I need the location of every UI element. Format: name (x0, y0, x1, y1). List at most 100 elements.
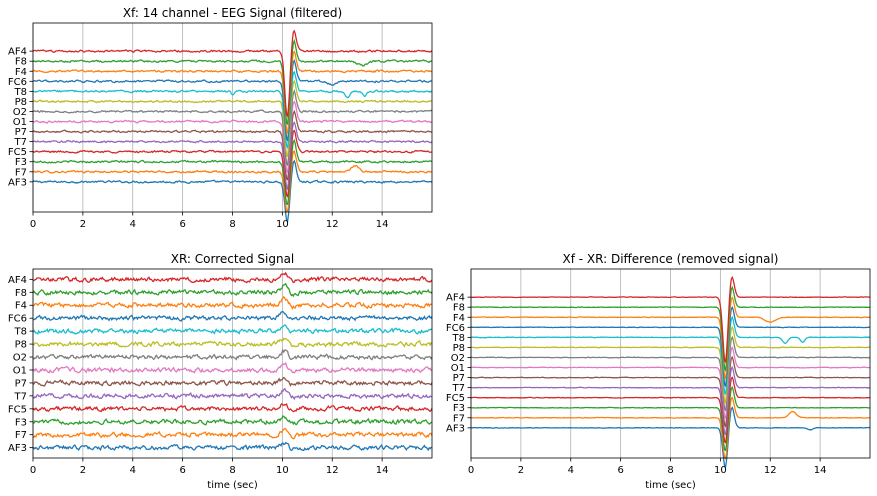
trace-p7 (470, 355, 870, 429)
trace-p8 (470, 326, 870, 405)
ytick-label-f7: F7 (453, 413, 465, 424)
panel-title: XR: Corrected Signal (171, 252, 295, 266)
xtick-label: 14 (376, 465, 389, 476)
xtick-label: 2 (518, 465, 524, 476)
xtick-label: 12 (326, 219, 339, 230)
xtick-label: 12 (326, 465, 339, 476)
ytick-label-af3: AF3 (446, 423, 465, 434)
ytick-label-o1: O1 (13, 117, 27, 128)
ytick-label-p7: P7 (15, 127, 27, 138)
xtick-label: 14 (376, 219, 389, 230)
trace-t8 (471, 315, 871, 396)
trace-t8 (32, 70, 433, 150)
xtick-label: 12 (764, 465, 777, 476)
trace-o1 (471, 346, 871, 420)
ytick-label-f4: F4 (15, 301, 27, 312)
ytick-label-p8: P8 (453, 343, 465, 354)
trace-fc5 (471, 376, 870, 444)
ytick-label-f4: F4 (15, 67, 27, 78)
x-axis-label: time (sec) (207, 480, 258, 491)
ytick-label-f8: F8 (15, 57, 27, 68)
ytick-label-af4: AF4 (8, 47, 27, 58)
xtick-label: 2 (80, 465, 86, 476)
xtick-label: 8 (229, 465, 235, 476)
xtick-label: 8 (667, 465, 673, 476)
trace-p7 (32, 376, 433, 388)
trace-af4 (32, 271, 433, 284)
ytick-label-o1: O1 (13, 365, 27, 376)
trace-t7 (470, 365, 871, 436)
xtick-label: 0 (30, 219, 36, 230)
xtick-label: 0 (468, 465, 474, 476)
ytick-label-p7: P7 (15, 378, 27, 389)
trace-o2 (470, 335, 871, 412)
trace-af4 (33, 29, 433, 118)
ytick-label-t7: T7 (14, 137, 27, 148)
trace-af3 (32, 441, 433, 452)
ytick-label-p8: P8 (15, 97, 27, 108)
ytick-label-f4: F4 (453, 313, 465, 324)
ytick-label-p7: P7 (453, 373, 465, 384)
ytick-label-f7: F7 (15, 167, 27, 178)
xtick-label: 6 (179, 219, 185, 230)
trace-p7 (32, 109, 433, 181)
trace-f4 (32, 295, 433, 311)
trace-o2 (32, 348, 433, 361)
ytick-label-fc6: FC6 (8, 77, 27, 88)
trace-f4 (32, 50, 433, 136)
ytick-label-o2: O2 (451, 353, 465, 364)
ytick-label-f7: F7 (15, 430, 27, 441)
trace-f8 (470, 285, 871, 373)
ytick-label-t8: T8 (14, 87, 27, 98)
ytick-label-fc6: FC6 (8, 314, 27, 325)
trace-fc5 (32, 129, 432, 199)
ytick-label-o1: O1 (451, 363, 465, 374)
trace-fc6 (32, 59, 432, 143)
trace-t8 (32, 324, 433, 335)
xtick-label: 8 (229, 219, 235, 230)
trace-o2 (32, 89, 433, 167)
xtick-label: 14 (814, 465, 827, 476)
xtick-label: 0 (30, 465, 36, 476)
ytick-label-f3: F3 (453, 403, 465, 414)
trace-af3 (471, 406, 871, 468)
panel-title: Xf: 14 channel - EEG Signal (filtered) (123, 6, 342, 20)
panel-title: Xf - XR: Difference (removed signal) (563, 252, 779, 266)
trace-fc6 (32, 310, 433, 322)
trace-f8 (32, 38, 432, 126)
ytick-label-af3: AF3 (8, 177, 27, 188)
ytick-label-o2: O2 (13, 353, 27, 364)
trace-f3 (32, 415, 433, 426)
ytick-label-fc6: FC6 (446, 323, 465, 334)
trace-f7 (32, 427, 433, 440)
ytick-label-f3: F3 (15, 417, 27, 428)
ytick-label-af3: AF3 (8, 443, 27, 454)
trace-f7 (470, 396, 871, 460)
ytick-label-af4: AF4 (8, 275, 27, 286)
ytick-label-af4: AF4 (446, 293, 465, 304)
trace-f4 (470, 296, 871, 381)
trace-fc6 (470, 305, 871, 388)
ytick-label-p8: P8 (15, 340, 27, 351)
trace-t7 (32, 387, 433, 401)
trace-p8 (32, 337, 433, 348)
ytick-label-f8: F8 (15, 288, 27, 299)
trace-t7 (32, 121, 433, 191)
xtick-label: 10 (276, 219, 289, 230)
trace-af3 (32, 159, 433, 223)
ytick-label-t8: T8 (452, 333, 465, 344)
ytick-label-fc5: FC5 (8, 147, 27, 158)
ytick-label-fc5: FC5 (446, 393, 465, 404)
trace-p8 (32, 79, 432, 157)
xtick-label: 4 (568, 465, 574, 476)
xtick-label: 6 (179, 465, 185, 476)
trace-f3 (470, 386, 871, 452)
trace-o1 (32, 100, 433, 174)
xtick-label: 6 (617, 465, 623, 476)
ytick-label-o2: O2 (13, 107, 27, 118)
x-axis-label: time (sec) (645, 480, 696, 491)
ytick-label-fc5: FC5 (8, 404, 27, 415)
